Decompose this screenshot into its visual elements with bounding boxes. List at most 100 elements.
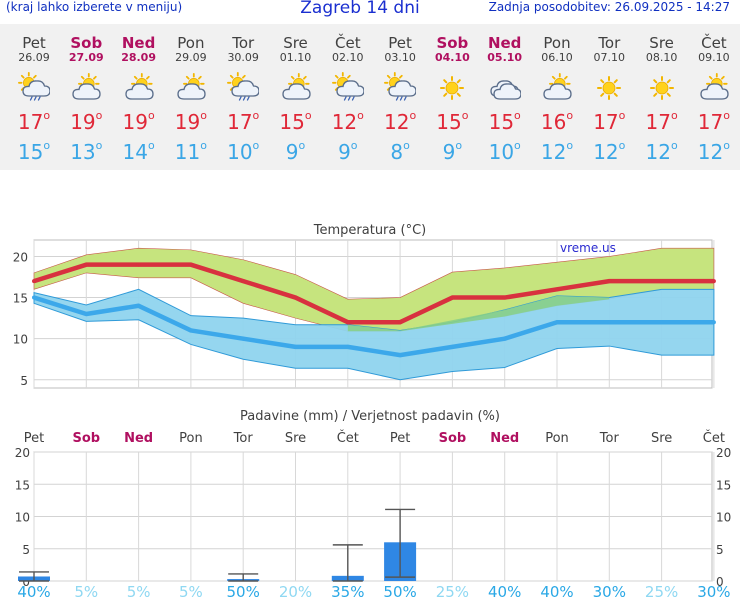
day-column: Sob 04.10 15o 9o (426, 24, 478, 164)
sun-cloud-rain-icon (384, 72, 417, 104)
max-temperature-point (398, 320, 403, 325)
min-temperature: 10o (488, 139, 521, 164)
day-name: Pon (177, 34, 205, 52)
day-column: Ned 05.10 15o 10o (479, 24, 531, 164)
day-name: Tor (232, 34, 255, 52)
min-temperature: 9o (442, 139, 463, 164)
max-temperature-point (345, 320, 350, 325)
max-temperature: 15o (436, 109, 469, 134)
min-temperature-point (345, 344, 350, 349)
precipitation-probability-label: 30% (697, 583, 730, 600)
day-name: Sre (283, 34, 308, 52)
min-temperature-point (607, 320, 612, 325)
temperature-y-tick-label: 20 (13, 250, 28, 264)
daily-forecast-strip: Pet 26.09 17o 15o Sob 27.09 19o 13o Ned 28.09 19o 1… (0, 24, 740, 170)
day-name: Pet (388, 34, 412, 52)
day-name: Pet (22, 34, 46, 52)
day-column: Sre 08.10 17o 12o (636, 24, 688, 164)
precipitation-day-label: Ned (490, 431, 519, 446)
day-column: Sre 01.10 15o 9o (270, 24, 322, 164)
sun-cloud-rain-icon (331, 72, 365, 104)
min-temperature-point (711, 320, 716, 325)
min-temperature-point (241, 336, 246, 341)
day-date: 26.09 (18, 51, 50, 64)
min-temperature: 8o (390, 139, 410, 164)
max-temperature-point (555, 287, 559, 292)
precipitation-probability-label: 35% (331, 583, 364, 600)
min-temperature-point (502, 336, 507, 341)
watermark-label: vreme.us (560, 241, 616, 255)
precipitation-probability-label: 5% (179, 583, 203, 600)
min-temperature: 10o (227, 139, 260, 164)
min-temperature-point (450, 344, 455, 349)
max-temperature-point (136, 262, 141, 267)
min-temperature: 11o (174, 139, 207, 164)
sun-cloud-icon (123, 72, 155, 104)
precipitation-day-label: Sre (651, 431, 672, 446)
max-temperature-point (711, 279, 716, 284)
day-date: 06.10 (541, 51, 573, 64)
sun-cloud-rain-icon (227, 72, 260, 104)
day-name: Sob (436, 34, 469, 52)
max-temperature-point (607, 279, 612, 284)
day-name: Ned (487, 34, 522, 52)
precipitation-y-tick-label: 5 (22, 543, 30, 557)
day-column: Sob 27.09 19o 13o (60, 24, 112, 164)
precipitation-probability-label: 5% (127, 583, 151, 600)
precipitation-y-tick-label: 10 (15, 511, 30, 525)
min-temperature-point (293, 344, 298, 349)
day-column: Tor 07.10 17o 12o (583, 24, 635, 164)
precipitation-y-tick-label-right: 5 (716, 543, 724, 557)
max-temperature: 12o (331, 109, 364, 134)
day-name: Sre (649, 34, 674, 52)
max-temperature: 19o (174, 109, 207, 134)
day-date: 29.09 (175, 51, 207, 64)
precipitation-day-label: Sob (72, 431, 100, 446)
precipitation-probability-label: 50% (227, 583, 260, 600)
max-temperature: 17o (227, 109, 260, 134)
min-temperature-point (32, 295, 36, 300)
day-name: Ned (121, 34, 156, 52)
precipitation-y-tick-label: 15 (15, 478, 30, 492)
max-temperature-point (32, 279, 36, 284)
temperature-y-tick-label: 15 (13, 292, 28, 306)
max-temperature-point (84, 262, 89, 267)
location-hint: (kraj lahko izberete v meniju) (6, 0, 183, 14)
day-name: Čet (335, 34, 361, 52)
min-temperature-point (136, 303, 141, 308)
day-date: 30.09 (227, 51, 259, 64)
precipitation-y-tick-label: 0 (22, 575, 30, 589)
cloud-icon (489, 72, 522, 104)
precipitation-day-label: Čet (337, 430, 359, 446)
min-temperature: 15o (17, 139, 51, 164)
day-date: 05.10 (487, 51, 523, 64)
max-temperature-point (659, 279, 664, 284)
day-date: 03.10 (384, 51, 416, 64)
max-temperature: 19o (70, 109, 103, 134)
precipitation-y-tick-label-right: 10 (716, 511, 731, 525)
day-date: 09.10 (698, 51, 730, 64)
max-temperature: 17o (645, 109, 678, 134)
max-temperature: 17o (17, 109, 51, 134)
day-column: Pon 29.09 19o 11o (165, 24, 217, 164)
max-temperature-point (450, 295, 455, 300)
precipitation-y-tick-label: 20 (15, 446, 30, 460)
precipitation-y-tick-label-right: 0 (716, 575, 724, 589)
day-name: Tor (598, 34, 621, 52)
sun-cloud-icon (280, 72, 312, 104)
min-temperature-point (398, 353, 403, 358)
precipitation-probability-label: 30% (593, 583, 626, 600)
max-temperature: 19o (122, 109, 155, 134)
day-date: 08.10 (645, 51, 678, 64)
min-temperature: 14o (122, 139, 155, 164)
max-temperature: 17o (593, 109, 626, 134)
max-temperature: 15o (279, 109, 312, 134)
precipitation-y-tick-label-right: 15 (716, 478, 731, 492)
precipitation-day-label: Čet (703, 430, 725, 446)
min-temperature-point (188, 328, 193, 333)
forecast-charts: Temperatura (°C) 5 10 15 20 vreme.us Padavine … (13, 223, 732, 600)
min-temperature-point (84, 312, 89, 316)
max-temperature-point (293, 295, 298, 300)
day-column: Čet 09.10 17o 12o (688, 24, 740, 164)
sun-cloud-icon (70, 72, 102, 104)
